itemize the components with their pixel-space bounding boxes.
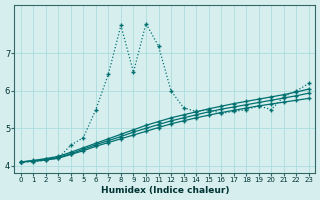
X-axis label: Humidex (Indice chaleur): Humidex (Indice chaleur) — [100, 186, 229, 195]
